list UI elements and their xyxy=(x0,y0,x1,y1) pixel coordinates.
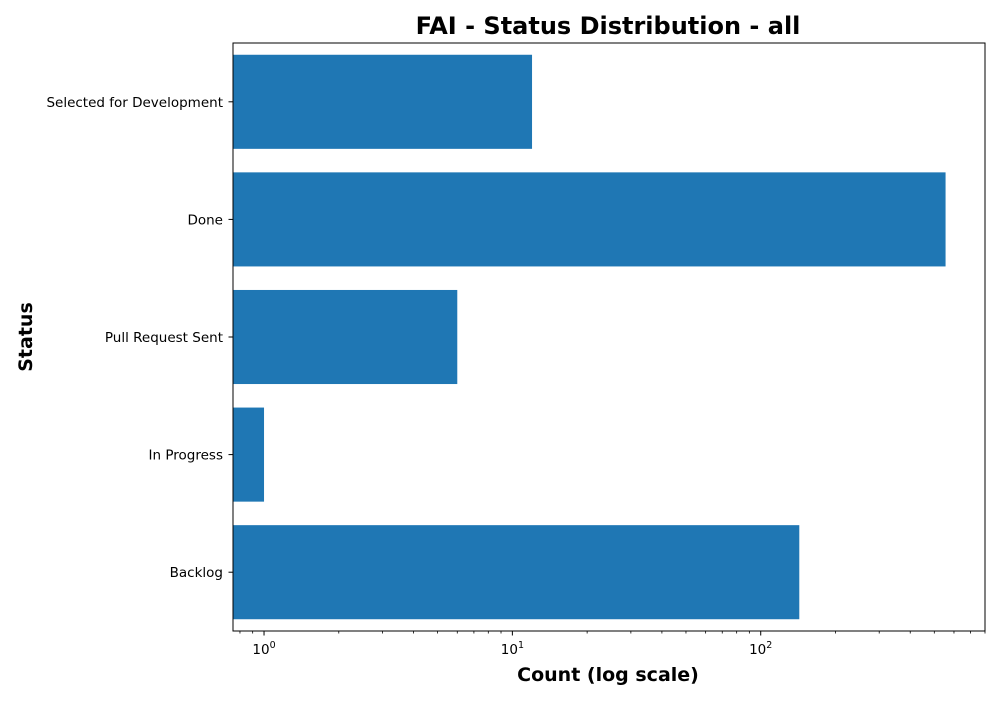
x-tick-label: 102 xyxy=(749,640,772,658)
plot-frame xyxy=(232,42,986,632)
y-tick-label: Backlog xyxy=(170,565,223,581)
x-tick-label: 101 xyxy=(501,640,524,658)
x-axis-title: Count (log scale) xyxy=(517,664,699,686)
bar xyxy=(233,54,533,149)
bar xyxy=(233,407,265,502)
axes-layer: Selected for Development Done Pull Request… xyxy=(46,42,986,658)
bar xyxy=(233,289,458,385)
y-tick-label: In Progress xyxy=(149,448,223,464)
y-tick-label: Pull Request Sent xyxy=(105,330,223,346)
bar xyxy=(233,525,800,620)
bars-layer xyxy=(233,54,946,620)
bar xyxy=(233,172,946,267)
chart-title: FAI - Status Distribution - all xyxy=(416,12,801,40)
y-tick-label: Done xyxy=(187,212,223,228)
y-tick-label: Selected for Development xyxy=(46,95,223,111)
x-tick-label: 100 xyxy=(252,640,275,658)
y-axis-title: Status xyxy=(15,302,37,372)
